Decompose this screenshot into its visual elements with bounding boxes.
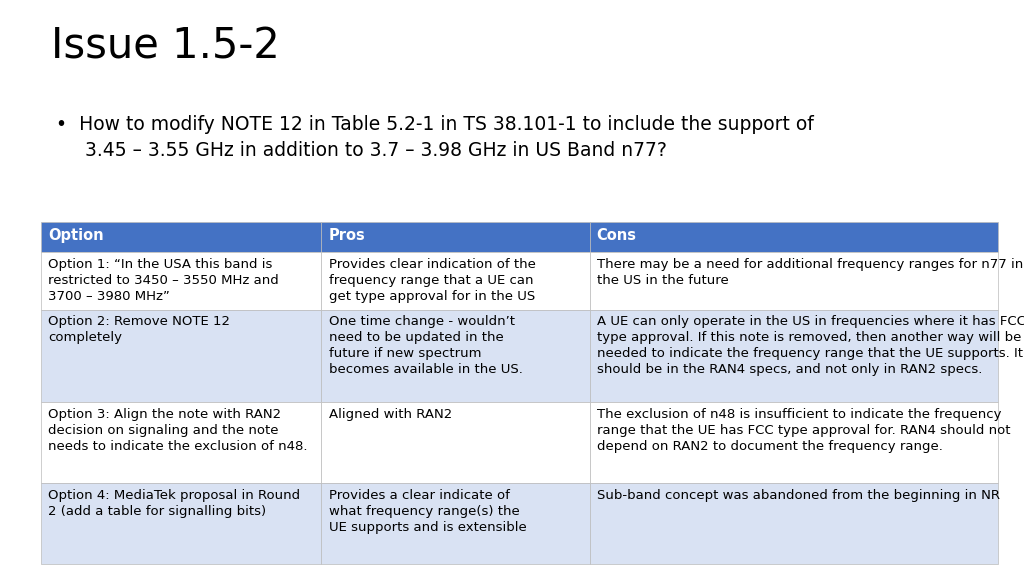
Bar xyxy=(322,402,590,483)
Bar xyxy=(41,252,322,310)
Text: 3.45 – 3.55 GHz in addition to 3.7 – 3.98 GHz in US Band n77?: 3.45 – 3.55 GHz in addition to 3.7 – 3.9… xyxy=(85,141,667,160)
Text: A UE can only operate in the US in frequencies where it has FCC
type approval. I: A UE can only operate in the US in frequ… xyxy=(597,316,1024,376)
Bar xyxy=(590,483,998,564)
Text: Option 2: Remove NOTE 12
completely: Option 2: Remove NOTE 12 completely xyxy=(48,316,230,344)
Bar xyxy=(590,310,998,402)
Bar xyxy=(590,402,998,483)
Text: Sub-band concept was abandoned from the beginning in NR: Sub-band concept was abandoned from the … xyxy=(597,489,999,502)
Text: Issue 1.5-2: Issue 1.5-2 xyxy=(51,26,280,68)
Text: Aligned with RAN2: Aligned with RAN2 xyxy=(329,408,452,420)
Text: There may be a need for additional frequency ranges for n77 in
the US in the fut: There may be a need for additional frequ… xyxy=(597,257,1023,286)
Bar xyxy=(41,310,322,402)
Bar xyxy=(41,483,322,564)
Bar xyxy=(590,252,998,310)
Bar xyxy=(41,402,322,483)
Text: Provides clear indication of the
frequency range that a UE can
get type approval: Provides clear indication of the frequen… xyxy=(329,257,536,302)
Text: •  How to modify NOTE 12 in Table 5.2-1 in TS 38.101-1 to include the support of: • How to modify NOTE 12 in Table 5.2-1 i… xyxy=(56,115,814,134)
Text: Option 4: MediaTek proposal in Round
2 (add a table for signalling bits): Option 4: MediaTek proposal in Round 2 (… xyxy=(48,489,300,518)
Text: Option 3: Align the note with RAN2
decision on signaling and the note
needs to i: Option 3: Align the note with RAN2 decis… xyxy=(48,408,307,453)
Text: The exclusion of n48 is insufficient to indicate the frequency
range that the UE: The exclusion of n48 is insufficient to … xyxy=(597,408,1011,453)
Bar xyxy=(322,222,590,252)
Text: Pros: Pros xyxy=(329,228,366,242)
Bar xyxy=(590,222,998,252)
Bar xyxy=(322,252,590,310)
Text: Option: Option xyxy=(48,228,103,242)
Bar xyxy=(322,483,590,564)
Text: Cons: Cons xyxy=(597,228,637,242)
Bar xyxy=(41,222,322,252)
Bar xyxy=(322,310,590,402)
Text: Provides a clear indicate of
what frequency range(s) the
UE supports and is exte: Provides a clear indicate of what freque… xyxy=(329,489,526,534)
Text: Option 1: “In the USA this band is
restricted to 3450 – 3550 MHz and
3700 – 3980: Option 1: “In the USA this band is restr… xyxy=(48,257,279,302)
Text: One time change - wouldn’t
need to be updated in the
future if new spectrum
beco: One time change - wouldn’t need to be up… xyxy=(329,316,522,376)
